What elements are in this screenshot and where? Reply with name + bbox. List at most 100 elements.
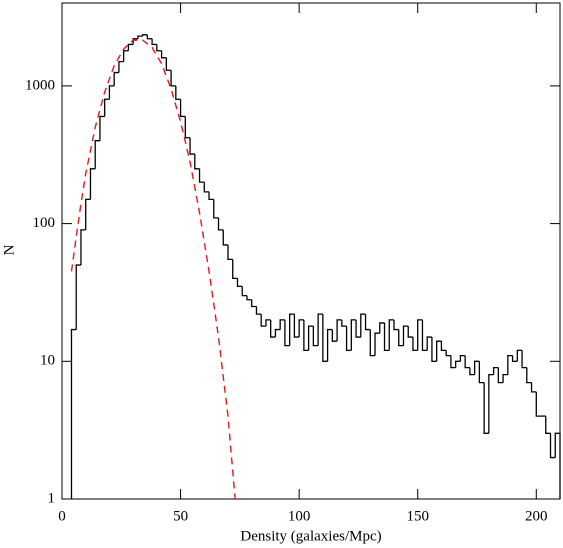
- histogram-bin: [511, 355, 518, 362]
- histogram-bin: [289, 313, 295, 346]
- histogram-bin: [175, 85, 181, 100]
- histogram-bin: [213, 199, 219, 219]
- histogram-bin: [70, 328, 77, 499]
- histogram-bin: [488, 373, 494, 434]
- histogram-bin: [307, 325, 314, 351]
- histogram-bin: [459, 354, 466, 362]
- histogram-bin: [141, 34, 148, 37]
- histogram-bin: [217, 217, 224, 231]
- histogram-bin: [426, 336, 432, 351]
- y-tick-label: 10: [40, 353, 55, 369]
- histogram-bin: [156, 44, 162, 52]
- histogram-bin: [246, 295, 252, 301]
- histogram-bin: [75, 264, 81, 330]
- histogram-bin: [398, 329, 404, 347]
- histogram-bin: [255, 306, 262, 315]
- histogram-bin: [127, 43, 134, 51]
- histogram-bin: [222, 229, 228, 246]
- histogram-bin: [450, 355, 456, 369]
- histogram-bin: [554, 432, 561, 499]
- x-axis-label: Density (galaxies/Mpc): [240, 528, 381, 544]
- x-tick-label: 0: [58, 508, 66, 524]
- histogram-bin: [270, 319, 276, 338]
- x-tick-label: 150: [406, 508, 429, 524]
- histogram-bin: [331, 329, 338, 342]
- histogram-bin: [170, 70, 176, 87]
- histogram-bin: [545, 416, 551, 434]
- histogram-bin: [492, 366, 499, 375]
- histogram-bin: [326, 328, 333, 362]
- histogram-bin: [94, 140, 100, 169]
- plot-frame: [61, 2, 561, 500]
- histogram-bin: [118, 61, 124, 73]
- histogram-bin: [236, 278, 243, 288]
- histogram-bin: [336, 319, 342, 342]
- y-tick-label: 1000: [25, 77, 55, 93]
- histogram-bin: [440, 341, 447, 352]
- histogram-bin: [402, 325, 409, 346]
- histogram-bin: [198, 168, 205, 183]
- histogram-bin: [85, 198, 91, 230]
- histogram-bin: [298, 319, 304, 338]
- histogram-bin: [303, 319, 309, 352]
- histogram-bin: [108, 85, 115, 100]
- histogram-bin: [497, 367, 504, 384]
- histogram-bin: [455, 360, 461, 368]
- histogram-bin: [265, 319, 271, 327]
- histogram-bin: [502, 373, 508, 383]
- x-tick-label: 50: [173, 508, 188, 524]
- histogram-bin: [203, 182, 210, 193]
- histogram-bin: [160, 50, 167, 59]
- histogram-bin: [464, 355, 470, 369]
- histogram-bin: [227, 244, 233, 261]
- x-tick-label: 100: [288, 508, 311, 524]
- histogram-bin: [483, 382, 489, 434]
- histogram-bin: [431, 337, 437, 362]
- histogram-bin: [99, 115, 105, 141]
- histogram-bin: [350, 319, 357, 351]
- histogram-bin: [241, 286, 247, 297]
- histogram-bin: [260, 314, 266, 327]
- histogram-bin: [407, 326, 413, 338]
- histogram-bin: [412, 337, 418, 352]
- histogram-bin: [379, 322, 385, 334]
- histogram-bin: [89, 168, 96, 200]
- histogram-bin: [165, 57, 172, 71]
- histogram-bin: [507, 354, 513, 375]
- histogram-bin: [232, 259, 238, 280]
- histogram-bin: [137, 35, 143, 39]
- histogram-bin: [317, 313, 323, 346]
- histogram-bin: [383, 322, 390, 352]
- histogram-bin: [436, 340, 442, 362]
- histogram-bin: [194, 154, 200, 170]
- histogram-bin: [535, 391, 542, 417]
- histogram-bin: [113, 71, 119, 86]
- histogram-bin: [184, 116, 191, 139]
- histogram-bin: [360, 313, 366, 338]
- histogram-bin: [312, 326, 319, 347]
- histogram-bin: [369, 329, 376, 357]
- histogram-bin: [293, 314, 300, 338]
- histogram-bin: [146, 34, 153, 40]
- histogram-bin: [279, 319, 285, 330]
- histogram-bin: [284, 319, 290, 347]
- y-tick-label: 1: [48, 490, 56, 506]
- histogram-bin: [151, 38, 157, 46]
- histogram-bin: [549, 433, 556, 459]
- y-tick-label: 100: [33, 215, 56, 231]
- histogram-bin: [417, 319, 423, 351]
- histogram-bin: [393, 319, 399, 331]
- histogram-bin: [521, 350, 527, 369]
- histogram-bin: [526, 367, 532, 384]
- histogram-bin: [274, 328, 281, 338]
- histogram-bin: [123, 50, 129, 62]
- histogram-bin: [80, 229, 86, 266]
- histogram-bin: [364, 314, 371, 331]
- histogram-bin: [322, 314, 328, 362]
- histogram-bin: [516, 349, 523, 362]
- histogram-bin: [179, 99, 186, 118]
- histogram-bin: [469, 367, 475, 376]
- histogram-bin: [355, 319, 361, 338]
